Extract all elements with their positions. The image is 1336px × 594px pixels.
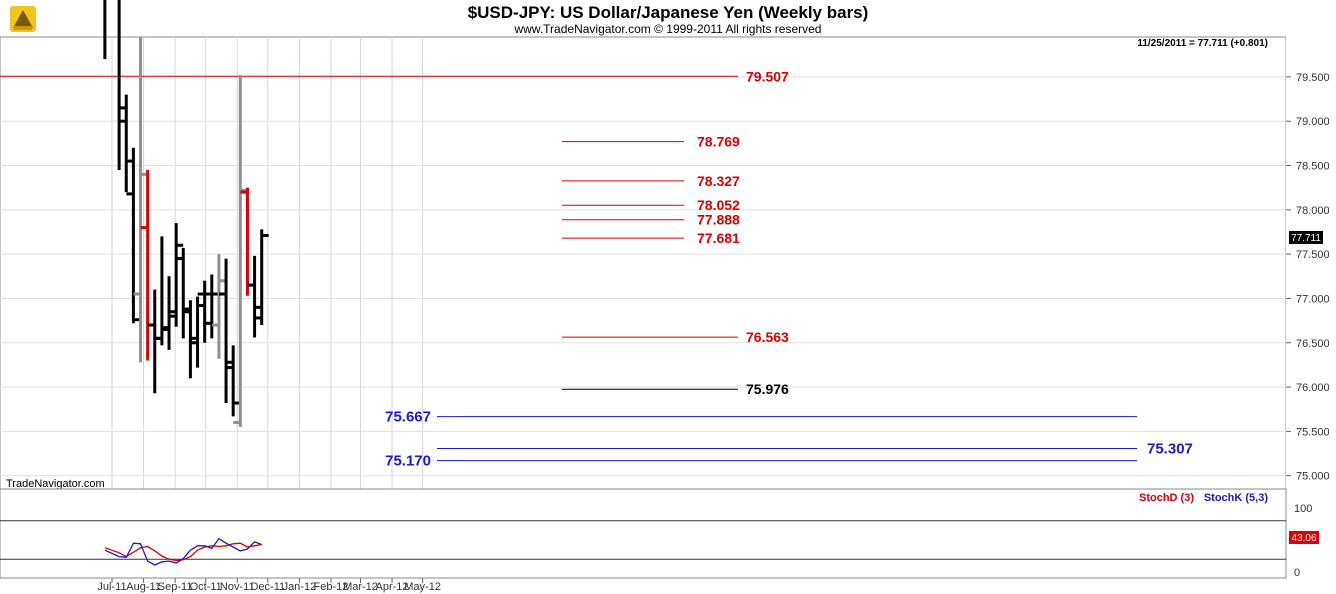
price-axis: [1286, 37, 1336, 489]
price-tick-label: 79.500: [1296, 72, 1330, 84]
price-gridlines: [0, 76, 1286, 477]
x-axis-labels: Jul-11 Aug-11Sep-11Oct-11Nov-11Dec-11Jan-…: [97, 578, 441, 593]
price-tick-label: 76.000: [1296, 382, 1330, 394]
level-label: 79.507: [746, 68, 789, 84]
price-tick-label: 78.500: [1296, 161, 1330, 173]
month-label: Jan-12: [283, 581, 317, 593]
svg-text:43.06: 43.06: [1291, 533, 1316, 544]
indicator-tick-label: 0: [1294, 567, 1300, 579]
month-label: May-12: [404, 581, 441, 593]
ohlc-bar: [169, 223, 184, 327]
price-tick-label: 75.500: [1296, 426, 1330, 438]
price-tick-label: 75.000: [1296, 471, 1330, 483]
level-label: 75.170: [385, 453, 431, 470]
ohlc-bars: [103, 0, 269, 427]
last-price-tag: 77.711: [1289, 231, 1323, 244]
chart-logo-icon: [10, 6, 36, 32]
ohlc-bar: [254, 229, 269, 326]
month-label: Feb-12: [314, 581, 349, 593]
price-tick-label: 76.500: [1296, 338, 1330, 350]
chart-title: $USD-JPY: US Dollar/Japanese Yen (Weekly…: [468, 3, 869, 22]
stochd-legend: StochD (3): [1139, 492, 1194, 504]
chart-copyright: www.TradeNavigator.com © 1999-2011 All r…: [514, 22, 822, 36]
last-price-info: 11/25/2011 = 77.711 (+0.801): [1137, 38, 1268, 49]
stoch-value-tag: 43.06: [1289, 531, 1319, 544]
price-panel: [0, 36, 1287, 490]
level-label: 75.976: [746, 381, 789, 397]
level-label: 78.052: [697, 197, 740, 213]
level-label: 76.563: [746, 329, 789, 345]
level-label: 78.769: [697, 134, 740, 150]
price-axis-ticks: 79.500 79.000 78.500 78.000 77.500 77.000 76.5…: [1286, 72, 1330, 483]
price-tick-label: 79.000: [1296, 116, 1330, 128]
month-label: Nov-11: [220, 581, 255, 593]
price-tick-label: 78.000: [1296, 205, 1330, 217]
stoch-lines: [104, 537, 262, 566]
ohlc-bar: [103, 0, 107, 60]
stochk-line: [104, 537, 262, 566]
price-tick-label: 77.000: [1296, 293, 1330, 305]
month-label: Mar-12: [343, 581, 378, 593]
month-label: Dec-11: [250, 581, 285, 593]
indicator-gridlines: [0, 520, 1286, 560]
level-label: 75.667: [385, 409, 431, 426]
month-label: Oct-11: [190, 581, 222, 593]
level-label: 75.307: [1147, 440, 1193, 457]
indicator-tick-label: 100: [1294, 503, 1312, 515]
stochd-line: [104, 542, 262, 562]
watermark: TradeNavigator.com: [6, 478, 105, 490]
month-label: Apr-12: [376, 581, 409, 593]
level-label: 77.681: [697, 230, 740, 246]
svg-text:77.711: 77.711: [1291, 233, 1321, 244]
level-label: 78.327: [697, 173, 740, 189]
month-label: Jul-11: [97, 581, 126, 593]
indicator-panel: [0, 488, 1287, 579]
month-label: Sep-11: [158, 581, 193, 593]
level-label: 77.888: [697, 212, 740, 228]
stochk-legend: StochK (5,3): [1204, 492, 1269, 504]
price-tick-label: 77.500: [1296, 249, 1330, 261]
month-label: Aug-11: [126, 581, 161, 593]
